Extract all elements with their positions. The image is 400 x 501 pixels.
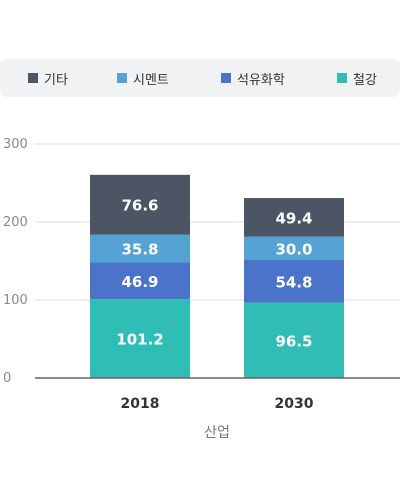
bar-segment xyxy=(244,259,344,303)
legend-label-petrochemical: 석유화학 xyxy=(237,72,285,88)
x-axis-title: 산업 xyxy=(204,425,230,441)
legend-label-steel: 철강 xyxy=(353,72,377,88)
data-label: 76.6 xyxy=(121,197,158,215)
bar-segment xyxy=(244,236,344,260)
y-tick-label: 300 xyxy=(3,137,28,152)
data-label: 46.9 xyxy=(121,273,158,291)
data-label: 49.4 xyxy=(275,209,312,227)
bar-segment xyxy=(90,262,190,300)
y-tick-label: 0 xyxy=(3,371,11,386)
x-tick-label: 2018 xyxy=(121,396,160,412)
data-label: 101.2 xyxy=(116,331,163,349)
legend-swatch-petrochemical xyxy=(221,73,231,83)
legend-item-other[interactable]: 기타 xyxy=(28,59,68,97)
legend-swatch-other xyxy=(28,73,38,83)
chart-legend: 기타 시멘트 석유화학 철강 xyxy=(0,59,400,97)
legend-swatch-cement xyxy=(117,73,127,83)
data-label: 35.8 xyxy=(121,241,158,259)
legend-item-steel[interactable]: 철강 xyxy=(337,59,377,97)
legend-item-petrochemical[interactable]: 석유화학 xyxy=(221,59,285,97)
data-label: 30.0 xyxy=(275,240,312,258)
bar-segment xyxy=(244,302,344,378)
legend-swatch-steel xyxy=(337,73,347,83)
legend-label-cement: 시멘트 xyxy=(133,72,169,88)
data-label: 96.5 xyxy=(275,332,312,350)
bar-segment xyxy=(90,234,190,263)
bar-segment xyxy=(90,174,190,235)
data-label: 54.8 xyxy=(275,273,312,291)
y-tick-label: 100 xyxy=(3,293,28,308)
bar-segment xyxy=(244,198,344,237)
bar-segment xyxy=(90,299,190,378)
y-tick-label: 200 xyxy=(3,215,28,230)
legend-label-other: 기타 xyxy=(44,72,68,88)
legend-item-cement[interactable]: 시멘트 xyxy=(117,59,169,97)
x-tick-label: 2030 xyxy=(275,396,314,412)
